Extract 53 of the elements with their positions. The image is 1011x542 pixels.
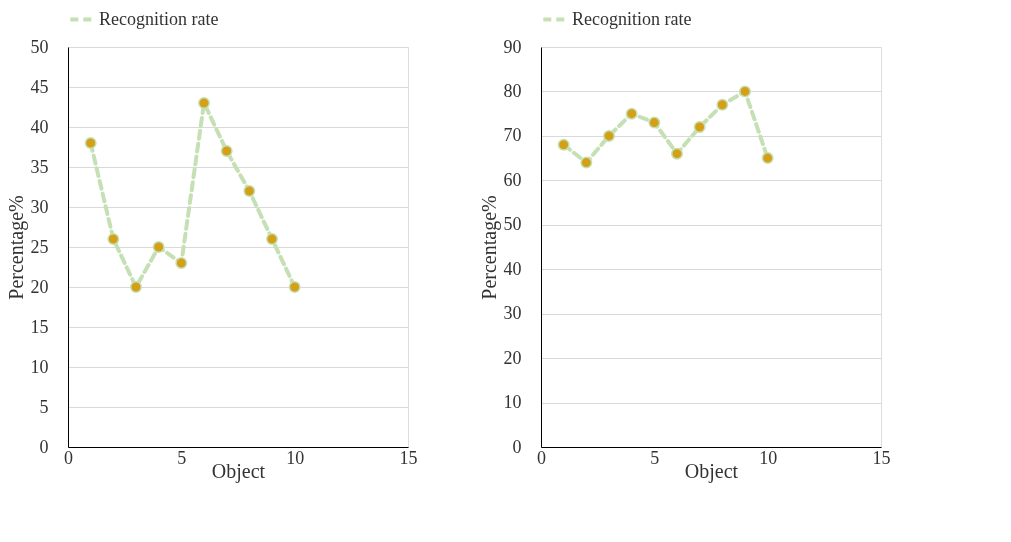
x-axis-title: Object (211, 459, 266, 483)
y-tick-label: 15 (30, 316, 49, 337)
y-tick-label: 20 (503, 347, 522, 368)
point (693, 121, 706, 133)
point (739, 85, 751, 98)
point (175, 257, 188, 269)
x-tick-label: 10 (759, 447, 778, 468)
y-tick-label: 30 (30, 196, 49, 217)
x-tick-label: 15 (399, 447, 418, 468)
y-axis-title: Percentage% (477, 195, 501, 300)
y-tick-label: 35 (30, 156, 49, 177)
point (107, 233, 120, 245)
point (198, 97, 210, 109)
point (557, 138, 570, 151)
point (130, 281, 142, 293)
point (288, 281, 301, 293)
x-tick-label: 15 (872, 447, 891, 468)
y-tick-label: 10 (503, 392, 522, 413)
point (648, 116, 661, 129)
y-tick-label: 10 (30, 356, 49, 377)
x-tick-label: 5 (650, 447, 660, 468)
y-tick-label: 30 (503, 303, 522, 324)
x-axis-title: Object (684, 459, 739, 483)
y-tick-label: 25 (30, 236, 49, 257)
x-tick-label: 0 (64, 447, 73, 468)
x-tick-label: 5 (177, 447, 187, 468)
x-tick-label: 0 (537, 447, 546, 468)
x-tick-label: 10 (286, 447, 305, 468)
point (625, 107, 638, 120)
y-tick-label: 20 (30, 276, 49, 297)
legend-label: Recognition rate (572, 8, 692, 29)
y-tick-label: 70 (503, 125, 522, 146)
y-tick-label: 50 (30, 36, 49, 57)
legend-label: Recognition rate (99, 8, 219, 29)
point (266, 233, 278, 245)
y-tick-label: 60 (503, 169, 522, 190)
point (84, 137, 97, 149)
y-tick-label: 40 (503, 258, 522, 279)
point (671, 147, 683, 160)
point (716, 98, 729, 111)
y-tick-label: 45 (30, 76, 49, 97)
point (152, 241, 165, 253)
point (603, 129, 615, 142)
y-tick-label: 80 (503, 80, 522, 101)
point (220, 145, 233, 157)
y-tick-label: 90 (503, 36, 522, 57)
point (243, 185, 256, 197)
y-tick-label: 5 (39, 396, 49, 417)
point (580, 156, 593, 169)
y-tick-label: 40 (30, 116, 49, 137)
point (761, 152, 774, 165)
y-axis-title: Percentage% (4, 195, 28, 300)
y-tick-label: 50 (503, 214, 522, 235)
